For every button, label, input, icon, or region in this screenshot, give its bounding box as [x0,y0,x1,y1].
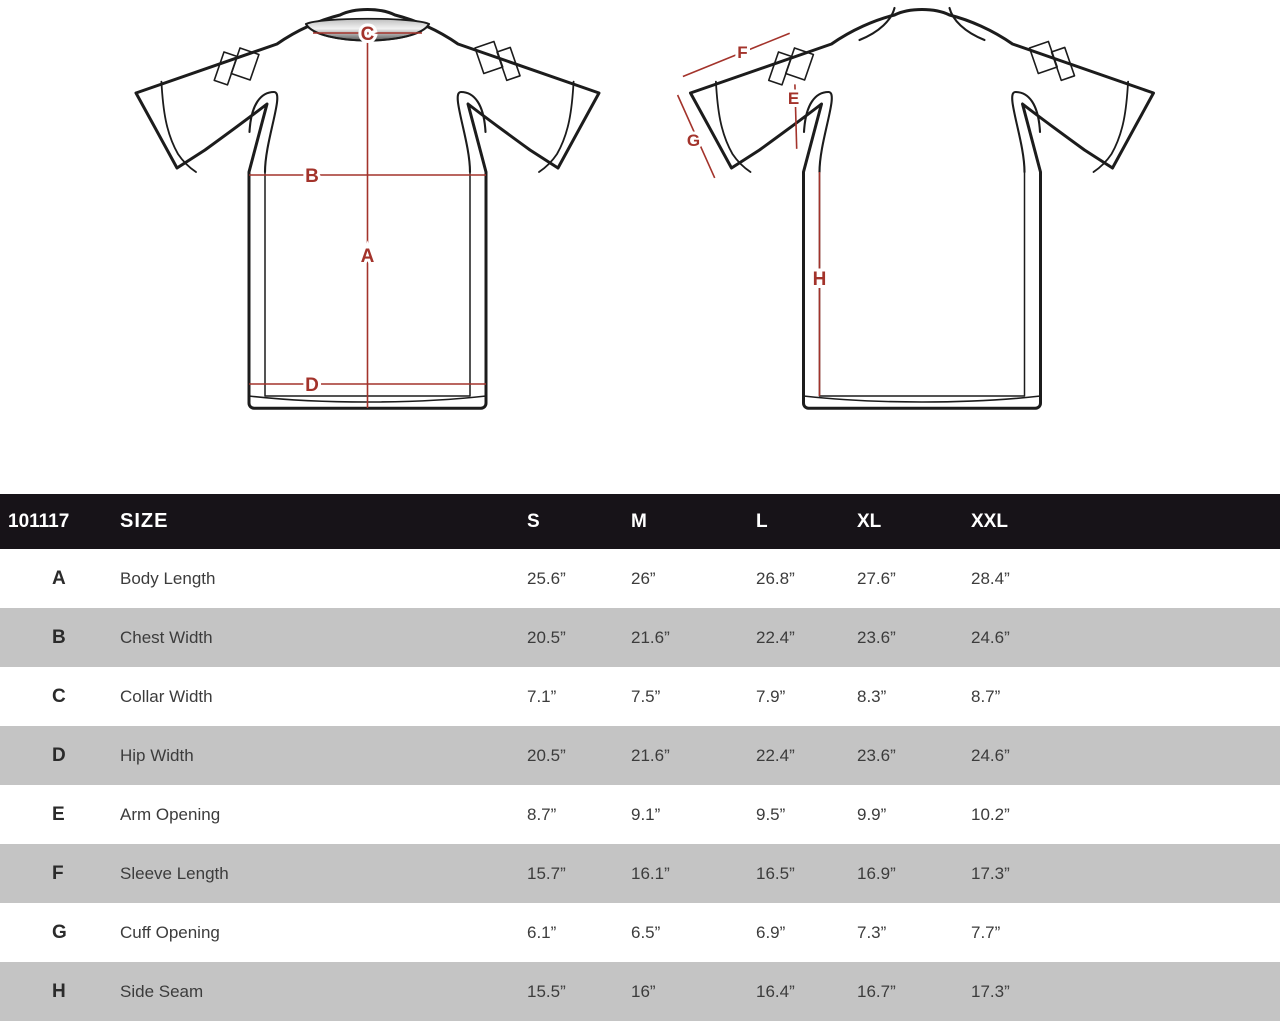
svg-text:H: H [813,269,827,290]
svg-text:D: D [305,375,319,396]
svg-text:F: F [737,43,747,62]
svg-text:E: E [788,89,799,108]
svg-text:G: G [687,131,700,150]
svg-text:A: A [361,246,375,267]
svg-text:C: C [361,24,375,45]
